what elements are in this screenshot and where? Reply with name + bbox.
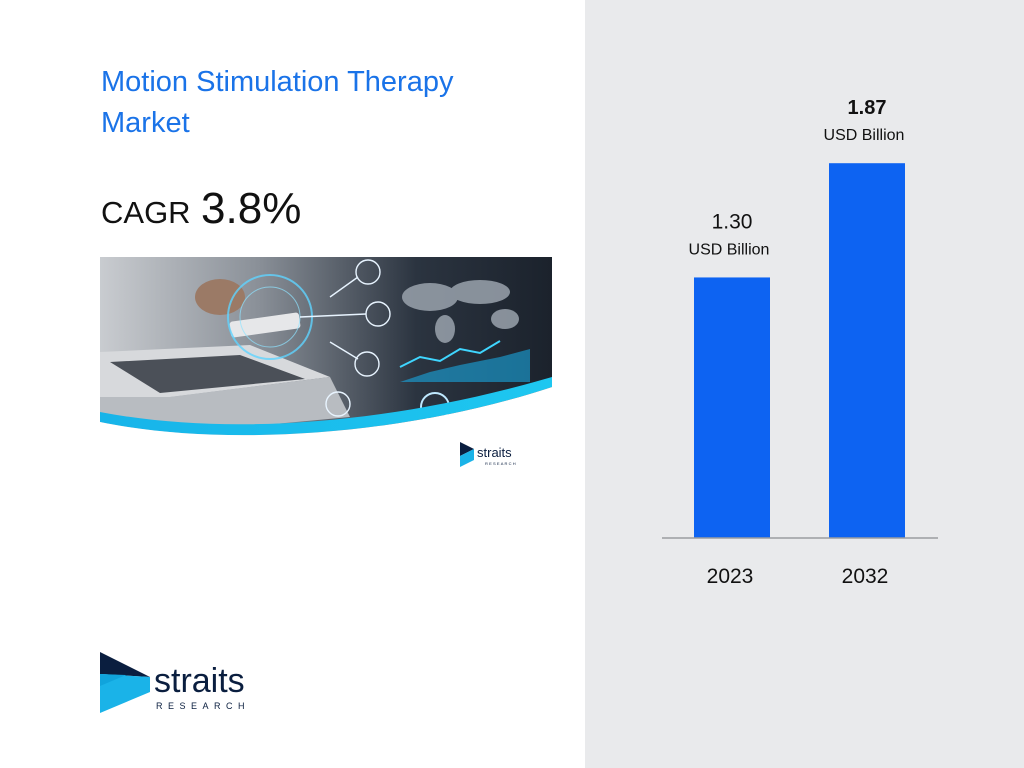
chart-panel <box>585 0 1024 768</box>
brand-name: straits <box>154 662 245 700</box>
hero-brand-name: straits <box>477 445 512 460</box>
cagr-label: CAGR <box>101 195 191 230</box>
cagr-stat: CAGR 3.8% <box>101 184 301 234</box>
left-panel: Motion Stimulation Therapy Market CAGR 3… <box>100 66 552 713</box>
cagr-value: 3.8% <box>201 184 302 233</box>
page-title: Motion Stimulation Therapy Market <box>101 66 454 139</box>
hero-brand-logo: straits RESEARCH <box>460 442 517 467</box>
brand-logo: straits RESEARCH <box>100 652 250 713</box>
hero-image <box>100 257 552 440</box>
hero-brand-sub: RESEARCH <box>485 461 517 466</box>
brand-sub: RESEARCH <box>156 701 250 711</box>
